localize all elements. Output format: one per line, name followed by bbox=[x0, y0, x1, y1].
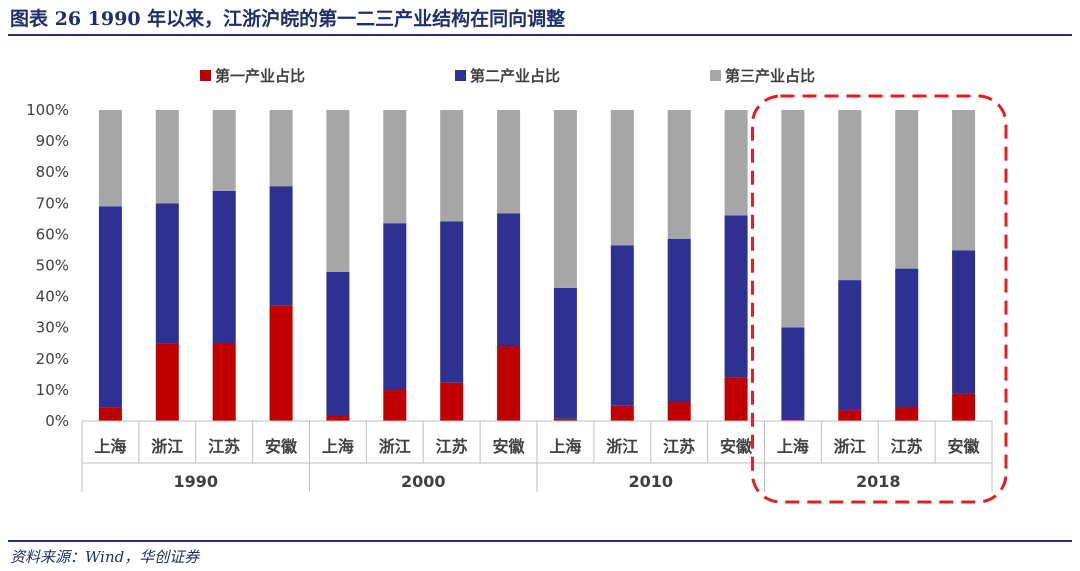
bar-segment-primary-2000-3 bbox=[497, 346, 521, 421]
x-group-label: 2010 bbox=[628, 472, 673, 491]
bar-segment-tertiary-2000-0 bbox=[326, 110, 350, 272]
x-category-label: 安徽 bbox=[948, 437, 981, 456]
x-category-label: 江苏 bbox=[436, 437, 468, 456]
x-category-label: 江苏 bbox=[208, 437, 240, 456]
bar-segment-secondary-1990-1 bbox=[155, 203, 179, 344]
x-group-label: 2000 bbox=[401, 472, 446, 491]
bar-segment-secondary-2018-2 bbox=[895, 268, 919, 407]
bar-segment-secondary-2018-0 bbox=[781, 327, 805, 421]
x-axis: 上海 浙江 江苏 安徽 1990 上海 浙江 江苏 安徽 2000 上海 浙江 江苏 安徽 2010 上海 浙江… bbox=[81, 420, 993, 492]
y-tick-label: 50% bbox=[36, 257, 69, 275]
bar-segment-secondary-1990-0 bbox=[98, 206, 122, 408]
bar-segment-primary-1990-0 bbox=[98, 407, 122, 421]
y-axis: 0% 10% 20% 30% 40% 50% 60% 70% 80% 90% 100% bbox=[26, 101, 69, 430]
bar-segment-tertiary-2010-1 bbox=[610, 110, 634, 246]
legend-label: 第一产业占比 bbox=[215, 67, 305, 85]
bar-segment-primary-1990-3 bbox=[269, 305, 293, 421]
bar-segment-primary-1990-2 bbox=[212, 342, 236, 421]
x-category-label: 浙江 bbox=[834, 437, 866, 456]
y-tick-label: 40% bbox=[36, 288, 69, 306]
x-category-label: 浙江 bbox=[151, 437, 183, 456]
bar-segment-primary-2010-2 bbox=[667, 402, 691, 421]
bar-segment-secondary-2018-3 bbox=[952, 250, 976, 394]
bar-segment-tertiary-1990-1 bbox=[155, 110, 179, 204]
x-group-label: 1990 bbox=[173, 472, 218, 491]
x-category-label: 上海 bbox=[549, 437, 581, 456]
bar-segment-secondary-2010-3 bbox=[724, 215, 748, 378]
x-category-label: 浙江 bbox=[379, 437, 411, 456]
source-note: 资料来源：Wind，华创证券 bbox=[10, 548, 200, 566]
bar-segment-tertiary-2018-1 bbox=[838, 110, 862, 281]
legend-label: 第三产业占比 bbox=[725, 67, 815, 85]
x-category-label: 上海 bbox=[94, 437, 126, 456]
bar-segment-tertiary-2018-2 bbox=[895, 110, 919, 269]
figure-title: 图表 26 1990 年以来，江浙沪皖的第一二三产业结构在同向调整 bbox=[10, 8, 566, 30]
y-tick-label: 0% bbox=[45, 412, 69, 430]
bar-segment-primary-2000-2 bbox=[440, 382, 464, 421]
bar-segment-primary-2000-0 bbox=[326, 416, 350, 421]
bar-segment-secondary-2010-0 bbox=[553, 287, 577, 419]
bar-series bbox=[98, 110, 976, 421]
bar-segment-secondary-1990-2 bbox=[212, 190, 236, 343]
bar-segment-tertiary-2010-0 bbox=[553, 110, 577, 288]
bar-segment-tertiary-2000-2 bbox=[440, 110, 464, 222]
bar-segment-secondary-2000-0 bbox=[326, 272, 350, 416]
bar-segment-tertiary-2010-2 bbox=[667, 110, 691, 239]
bar-segment-tertiary-2000-1 bbox=[383, 110, 407, 224]
highlight-2018-box bbox=[751, 94, 1008, 504]
footer-divider bbox=[8, 540, 1072, 542]
bar-segment-primary-1990-1 bbox=[155, 343, 179, 421]
x-category-label: 上海 bbox=[322, 437, 354, 456]
legend-swatch bbox=[710, 70, 721, 81]
bar-segment-secondary-2000-2 bbox=[440, 221, 464, 383]
bar-segment-tertiary-1990-3 bbox=[269, 110, 293, 187]
bar-segment-secondary-2010-2 bbox=[667, 238, 691, 403]
x-category-label: 浙江 bbox=[606, 437, 638, 456]
bar-segment-primary-2010-1 bbox=[610, 405, 634, 421]
bar-segment-secondary-2018-1 bbox=[838, 280, 862, 411]
bar-segment-primary-2018-3 bbox=[952, 393, 976, 421]
bar-segment-tertiary-2018-0 bbox=[781, 110, 805, 328]
stacked-bar-chart: 第一产业占比 第二产业占比 第三产业占比 0% 10% 20% 30% 40% 50% 60% 7… bbox=[26, 67, 1008, 504]
bar-segment-primary-2018-2 bbox=[895, 407, 919, 421]
y-tick-label: 90% bbox=[36, 132, 69, 150]
x-category-label: 江苏 bbox=[891, 437, 923, 456]
bar-segment-primary-2010-0 bbox=[553, 418, 577, 421]
bar-segment-primary-2000-1 bbox=[383, 389, 407, 421]
title-divider bbox=[8, 34, 1072, 36]
x-category-label: 上海 bbox=[777, 437, 809, 456]
legend-swatch bbox=[455, 70, 466, 81]
y-tick-label: 30% bbox=[36, 319, 69, 337]
legend-label: 第二产业占比 bbox=[470, 67, 560, 85]
chart-legend: 第一产业占比 第二产业占比 第三产业占比 bbox=[200, 67, 815, 85]
y-tick-label: 80% bbox=[36, 163, 69, 181]
bar-segment-tertiary-1990-0 bbox=[98, 110, 122, 207]
x-group-label: 2018 bbox=[856, 472, 901, 491]
x-category-label: 安徽 bbox=[720, 437, 753, 456]
y-tick-label: 70% bbox=[36, 194, 69, 212]
y-tick-label: 60% bbox=[36, 225, 69, 243]
bar-segment-primary-2018-1 bbox=[838, 410, 862, 421]
bar-segment-secondary-1990-3 bbox=[269, 186, 293, 306]
bar-segment-primary-2010-3 bbox=[724, 377, 748, 421]
bar-segment-tertiary-2000-3 bbox=[497, 110, 521, 214]
bar-segment-tertiary-1990-2 bbox=[212, 110, 236, 191]
legend-swatch bbox=[200, 70, 211, 81]
bar-segment-secondary-2000-3 bbox=[497, 213, 521, 347]
y-tick-label: 20% bbox=[36, 350, 69, 368]
x-category-label: 江苏 bbox=[663, 437, 695, 456]
bar-segment-tertiary-2018-3 bbox=[952, 110, 976, 251]
bar-segment-secondary-2000-1 bbox=[383, 223, 407, 389]
bar-segment-tertiary-2010-3 bbox=[724, 110, 748, 216]
x-category-label: 安徽 bbox=[493, 437, 526, 456]
y-tick-label: 100% bbox=[26, 101, 69, 119]
x-category-label: 安徽 bbox=[265, 437, 298, 456]
bar-segment-secondary-2010-1 bbox=[610, 245, 634, 406]
y-tick-label: 10% bbox=[36, 381, 69, 399]
